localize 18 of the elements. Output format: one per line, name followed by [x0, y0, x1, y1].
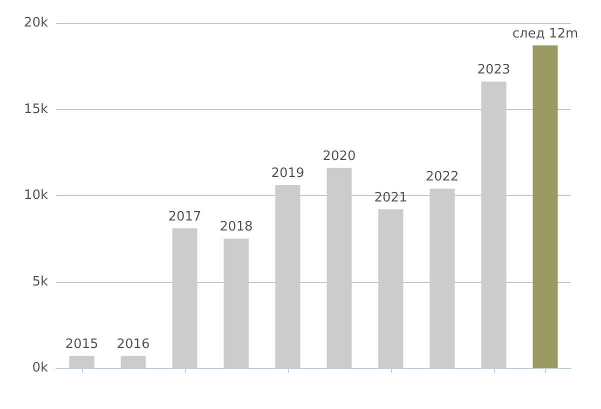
x-tick-label: 2020: [322, 148, 356, 164]
x-tick-label: 2021: [374, 190, 408, 206]
x-tick-label: 2018: [220, 220, 253, 235]
x-tick-label: 2022: [426, 170, 459, 185]
bar: [120, 356, 146, 368]
y-tick-label: 10k: [24, 188, 48, 203]
x-tick-label: 2019: [271, 166, 304, 182]
bar: [69, 356, 94, 368]
y-tick-label: 20k: [24, 16, 48, 30]
y-tick-label: 0k: [32, 360, 48, 376]
x-tick-label: 2023: [477, 62, 510, 78]
x-tick-label: 2016: [116, 336, 150, 352]
x-tick-label: 2015: [65, 336, 98, 352]
y-tick-label: 15k: [24, 102, 48, 117]
bar: [532, 45, 558, 368]
y-tick-label: 5k: [32, 274, 48, 290]
x-tick-label: 2017: [168, 209, 202, 224]
x-tick-label: след 12m: [512, 26, 578, 42]
